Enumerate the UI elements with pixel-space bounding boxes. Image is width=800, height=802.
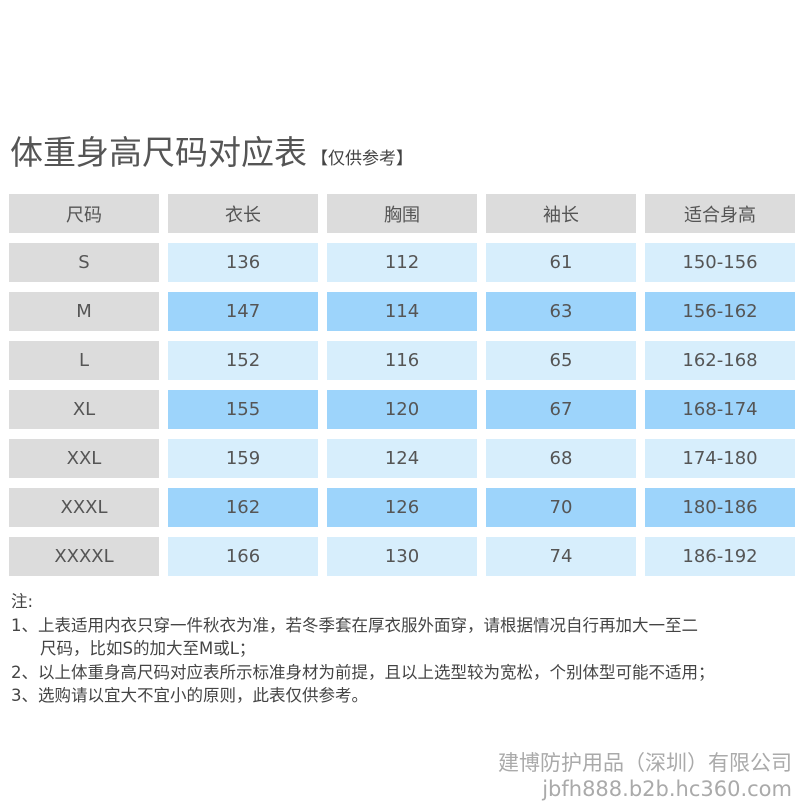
value-cell: 67 — [486, 390, 636, 429]
company-url: jbfh888.b2b.hc360.com — [542, 777, 792, 801]
value-cell: 150-156 — [645, 243, 795, 282]
size-cell: XL — [9, 390, 159, 429]
value-cell: 61 — [486, 243, 636, 282]
value-cell: 68 — [486, 439, 636, 478]
value-cell: 168-174 — [645, 390, 795, 429]
value-cell: 114 — [327, 292, 477, 331]
value-cell: 126 — [327, 488, 477, 527]
size-table: 尺码 衣长 胸围 袖长 适合身高 S 136 112 61 150-156 M 147 114 63 156… — [9, 194, 795, 576]
value-cell: 70 — [486, 488, 636, 527]
size-cell: S — [9, 243, 159, 282]
header-cell: 尺码 — [9, 194, 159, 233]
value-cell: 155 — [168, 390, 318, 429]
value-cell: 74 — [486, 537, 636, 576]
value-cell: 116 — [327, 341, 477, 380]
value-cell: 162-168 — [645, 341, 795, 380]
title-text: 体重身高尺码对应表 — [10, 133, 307, 172]
value-cell: 162 — [168, 488, 318, 527]
value-cell: 186-192 — [645, 537, 795, 576]
value-cell: 174-180 — [645, 439, 795, 478]
notes: 注: 1、上表适用内衣只穿一件秋衣为准，若冬季套在厚衣服外面穿，请根据情况自行再… — [11, 590, 715, 708]
size-cell: L — [9, 341, 159, 380]
value-cell: 130 — [327, 537, 477, 576]
size-cell: XXXL — [9, 488, 159, 527]
note-3: 3、选购请以宜大不宜小的原则，此表仅供参考。 — [11, 686, 368, 705]
size-cell: XXXXL — [9, 537, 159, 576]
value-cell: 112 — [327, 243, 477, 282]
value-cell: 147 — [168, 292, 318, 331]
value-cell: 63 — [486, 292, 636, 331]
value-cell: 124 — [327, 439, 477, 478]
note-1-cont: 尺码，比如S的加大至M或L； — [40, 639, 256, 658]
size-cell: M — [9, 292, 159, 331]
value-cell: 180-186 — [645, 488, 795, 527]
header-cell: 衣长 — [168, 194, 318, 233]
page-title: 体重身高尺码对应表 【仅供参考】 — [10, 126, 413, 174]
value-cell: 65 — [486, 341, 636, 380]
header-cell: 袖长 — [486, 194, 636, 233]
note-2: 2、以上体重身高尺码对应表所示标准身材为前提，且以上选型较为宽松，个别体型可能不… — [11, 662, 715, 682]
company-name: 建博防护用品（深圳）有限公司 — [498, 751, 792, 775]
note-1: 1、上表适用内衣只穿一件秋衣为准，若冬季套在厚衣服外面穿，请根据情况自行再加大一… — [11, 615, 698, 635]
size-cell: XXL — [9, 439, 159, 478]
watermark: 建博防护用品（深圳）有限公司 jbfh888.b2b.hc360.com — [498, 750, 792, 802]
subtitle: 【仅供参考】 — [311, 149, 413, 169]
value-cell: 156-162 — [645, 292, 795, 331]
value-cell: 166 — [168, 537, 318, 576]
value-cell: 159 — [168, 439, 318, 478]
value-cell: 120 — [327, 390, 477, 429]
notes-label: 注: — [11, 592, 34, 611]
header-cell: 适合身高 — [645, 194, 795, 233]
value-cell: 136 — [168, 243, 318, 282]
value-cell: 152 — [168, 341, 318, 380]
header-cell: 胸围 — [327, 194, 477, 233]
